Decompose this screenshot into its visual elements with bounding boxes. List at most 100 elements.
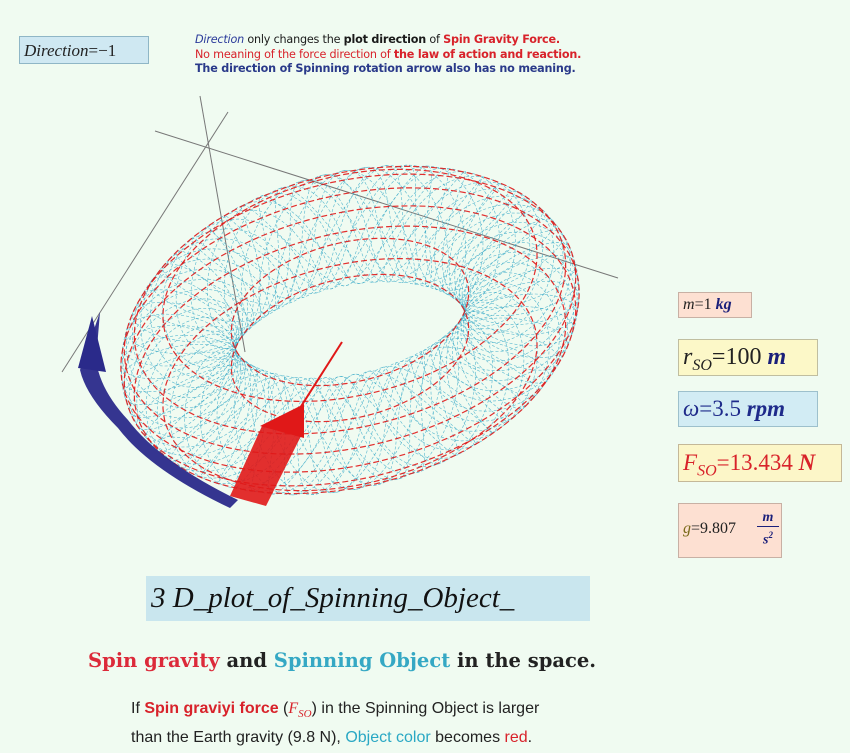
para-text: ( [278,700,289,717]
torus-mesh-line [136,276,238,418]
torus-mesh-line [167,169,380,314]
torus-red-ring [230,273,470,423]
torus-mesh-line [133,187,308,343]
gravity-unit-den: s [763,532,769,548]
direction-display: Direction=−1 [19,36,149,64]
subtitle-spin-gravity: Spin gravity [88,649,220,672]
torus-mesh-line [125,313,242,471]
force-var: F [683,450,698,475]
torus-mesh-line [120,215,254,380]
torus-mesh-line [425,167,576,309]
torus-mesh-line [124,238,243,405]
torus-mesh-line [122,324,246,478]
torus-mesh-line [446,295,580,433]
torus-mesh-line [415,306,574,465]
torus-mesh-line [124,369,275,472]
torus-mesh-line [392,317,567,473]
note-text: of [426,33,444,46]
direction-label: Direction [24,41,89,60]
torus-mesh-line [274,360,500,495]
para-text: If [131,700,145,717]
torus-mesh-line [129,263,240,406]
torus-mesh-line [126,209,285,335]
torus-mesh-line [454,182,578,336]
note-bold-text: plot direction [343,33,427,46]
note-line-2: No meaning of the force direction of the… [195,48,581,63]
torus-mesh-line [457,255,576,422]
torus-mesh-line [307,176,524,283]
torus-mesh-line [129,250,240,418]
torus-red-ring [162,257,538,492]
torus-mesh-line [126,195,285,354]
torus-mesh-line [283,174,508,283]
torus-mesh-line [210,377,439,481]
note-bold-text: the law of action and reaction. [393,47,582,61]
torus-mesh-line [219,164,449,294]
torus-mesh-line [136,263,238,430]
plot-arrows [78,312,343,508]
gravity-var: g [683,520,691,537]
note-line-1: Direction only changes the plot directio… [195,33,581,48]
torus-mesh-line [138,364,322,496]
torus-mesh-line [167,189,380,294]
torus-mesh-line [442,171,579,316]
subtitle-text: in the space. [450,649,597,672]
torus-mesh-line [354,188,552,283]
axis-line [154,130,619,279]
radius-sub: SO [692,356,712,374]
torus-red-ring [133,225,567,495]
plot-caption: 3 D_plot_of_Spinning_Object_ [146,576,590,621]
mass-unit: kg [715,296,732,313]
torus-mesh [120,164,580,496]
gravity-value: =9.807 [691,520,737,537]
radius-value: =100 [711,344,762,370]
omega-var: ω [683,396,700,421]
para-force-symbol: F [288,700,299,717]
torus-mesh-line [457,267,576,410]
torus-mesh-line [452,281,579,422]
torus-mesh-line [230,377,461,475]
torus-mesh-line [452,267,579,434]
note-text: only changes the [244,33,344,46]
force-unit: N [798,450,816,475]
force-value: =13.434 [716,450,793,475]
para-line-2: than the Earth gravity (9.8 N), Object c… [131,726,539,750]
force-arrow-head [260,404,304,438]
note-direction-word: Direction [195,33,244,46]
torus-mesh-line [121,226,248,393]
force-arrow-line [299,341,343,409]
torus-mesh-line [458,204,575,326]
note-line-3: The direction of Spinning rotation arrow… [195,62,576,75]
torus-mesh-line [425,188,576,291]
torus-mesh-line [153,174,356,322]
omega-unit: rpm [746,396,786,421]
torus-red-ring [123,173,577,455]
torus-mesh-line [462,230,564,397]
para-text: . [527,729,533,747]
mass-value: =1 [694,296,712,313]
torus-mesh-line [274,373,500,472]
torus-red-ring [162,168,538,403]
torus-mesh-line [415,325,574,451]
para-text: ) in the Spinning Object is larger [311,700,540,717]
rotation-arrow-head [78,316,106,372]
torus-mesh-line [142,180,332,332]
gravity-display: g=9.807 m s2 [678,503,782,558]
para-text: than the Earth gravity (9.8 N), [131,729,346,747]
mass-display: m=1 kg [678,292,752,318]
para-force-sub: SO [298,708,312,721]
torus-mesh-line [140,289,237,453]
radius-unit: m [767,344,787,370]
notes-block: Direction only changes the plot directio… [195,33,581,77]
axis-line [61,111,229,373]
torus-red-ring [133,165,567,435]
spinning-object-3d-plot [61,95,619,508]
torus-mesh-line [463,207,560,371]
torus-mesh-line [320,366,533,471]
torus-mesh-line [145,290,237,429]
torus-mesh-line [125,334,242,456]
gravity-unit: m s2 [757,510,779,549]
torus-mesh-line [368,328,558,480]
torus-mesh-line [454,198,578,311]
torus-red-ring [230,237,470,387]
